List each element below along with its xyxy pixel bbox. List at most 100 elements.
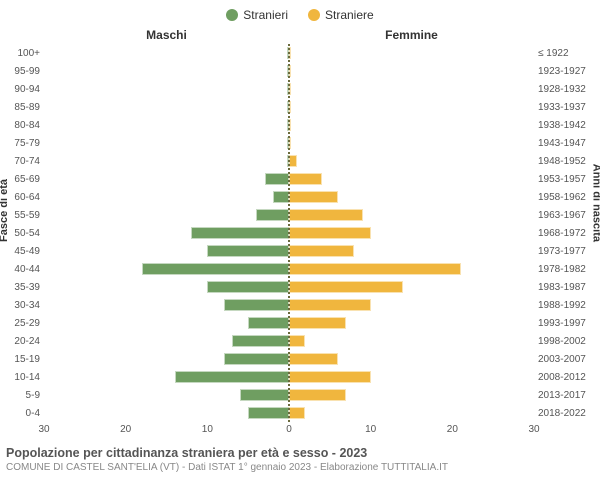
birth-label: 2013-2017 — [534, 386, 600, 404]
bar-female — [289, 173, 322, 186]
bar-row-female — [289, 242, 534, 260]
x-tick-label: 10 — [202, 424, 213, 435]
bar-row-female — [289, 224, 534, 242]
bar-row-female — [289, 404, 534, 422]
bar-row-female — [289, 314, 534, 332]
bar-row-male — [44, 296, 289, 314]
legend-swatch-female — [308, 9, 320, 21]
bar-row-male — [44, 314, 289, 332]
age-label: 0-4 — [0, 404, 44, 422]
birth-label: 1978-1982 — [534, 260, 600, 278]
footer: Popolazione per cittadinanza straniera p… — [0, 440, 600, 473]
bar-row-male — [44, 224, 289, 242]
bar-row-male — [44, 44, 289, 62]
age-label: 95-99 — [0, 62, 44, 80]
bar-female — [289, 389, 346, 402]
bar-row-male — [44, 404, 289, 422]
bar-row-female — [289, 278, 534, 296]
birth-label: 1973-1977 — [534, 242, 600, 260]
age-label: 5-9 — [0, 386, 44, 404]
plot — [44, 44, 534, 422]
bar-row-female — [289, 332, 534, 350]
birth-label: 1923-1927 — [534, 62, 600, 80]
bar-male — [248, 407, 289, 420]
bar-row-female — [289, 80, 534, 98]
age-label: 10-14 — [0, 368, 44, 386]
age-label: 50-54 — [0, 224, 44, 242]
legend-item-male: Stranieri — [226, 8, 288, 22]
age-label: 30-34 — [0, 296, 44, 314]
age-label: 90-94 — [0, 80, 44, 98]
age-label: 70-74 — [0, 152, 44, 170]
bar-row-male — [44, 368, 289, 386]
bar-row-male — [44, 170, 289, 188]
bar-row-male — [44, 116, 289, 134]
bar-male — [175, 371, 289, 384]
bar-female — [289, 227, 371, 240]
birth-label: ≤ 1922 — [534, 44, 600, 62]
bar-row-male — [44, 98, 289, 116]
age-label: 20-24 — [0, 332, 44, 350]
y-axis-left: 100+95-9990-9485-8980-8475-7970-7465-696… — [0, 44, 44, 422]
bar-female — [289, 335, 305, 348]
bar-row-male — [44, 80, 289, 98]
age-label: 75-79 — [0, 134, 44, 152]
bar-male — [273, 191, 289, 204]
birth-label: 1968-1972 — [534, 224, 600, 242]
bar-male — [256, 209, 289, 222]
legend-label-male: Stranieri — [243, 8, 288, 22]
age-label: 15-19 — [0, 350, 44, 368]
bar-row-female — [289, 368, 534, 386]
bar-female — [289, 371, 371, 384]
bar-row-male — [44, 386, 289, 404]
birth-label: 1988-1992 — [534, 296, 600, 314]
x-tick-label: 20 — [120, 424, 131, 435]
age-label: 55-59 — [0, 206, 44, 224]
age-label: 65-69 — [0, 170, 44, 188]
plot-half-male — [44, 44, 289, 422]
bar-male — [248, 317, 289, 330]
bar-row-female — [289, 350, 534, 368]
birth-label: 1963-1967 — [534, 206, 600, 224]
bar-row-male — [44, 188, 289, 206]
bar-female — [289, 299, 371, 312]
birth-label: 1948-1952 — [534, 152, 600, 170]
bar-row-female — [289, 296, 534, 314]
bar-row-female — [289, 62, 534, 80]
birth-label: 1993-1997 — [534, 314, 600, 332]
bar-female — [289, 263, 461, 276]
bar-row-male — [44, 152, 289, 170]
birth-label: 1938-1942 — [534, 116, 600, 134]
header-female: Femmine — [289, 28, 534, 42]
header-male: Maschi — [44, 28, 289, 42]
legend-label-female: Straniere — [325, 8, 374, 22]
bar-female — [289, 191, 338, 204]
age-label: 85-89 — [0, 98, 44, 116]
y-axis-right: ≤ 19221923-19271928-19321933-19371938-19… — [534, 44, 600, 422]
bar-female — [289, 353, 338, 366]
birth-label: 1928-1932 — [534, 80, 600, 98]
bar-male — [240, 389, 289, 402]
column-headers: Maschi Femmine — [0, 26, 600, 44]
bar-row-male — [44, 260, 289, 278]
bar-male — [265, 173, 290, 186]
bar-row-male — [44, 278, 289, 296]
legend: Stranieri Straniere — [0, 0, 600, 26]
x-axis: 3020100102030 — [0, 422, 600, 440]
bar-row-female — [289, 386, 534, 404]
bar-row-male — [44, 134, 289, 152]
age-label: 80-84 — [0, 116, 44, 134]
age-label: 60-64 — [0, 188, 44, 206]
footer-title: Popolazione per cittadinanza straniera p… — [6, 446, 594, 460]
x-tick-label: 30 — [38, 424, 49, 435]
bar-female — [289, 155, 297, 168]
bar-row-female — [289, 152, 534, 170]
age-label: 100+ — [0, 44, 44, 62]
age-label: 40-44 — [0, 260, 44, 278]
birth-label: 1953-1957 — [534, 170, 600, 188]
bar-row-male — [44, 350, 289, 368]
birth-label: 1943-1947 — [534, 134, 600, 152]
center-line — [288, 44, 290, 422]
bar-female — [289, 245, 354, 258]
bar-male — [142, 263, 289, 276]
